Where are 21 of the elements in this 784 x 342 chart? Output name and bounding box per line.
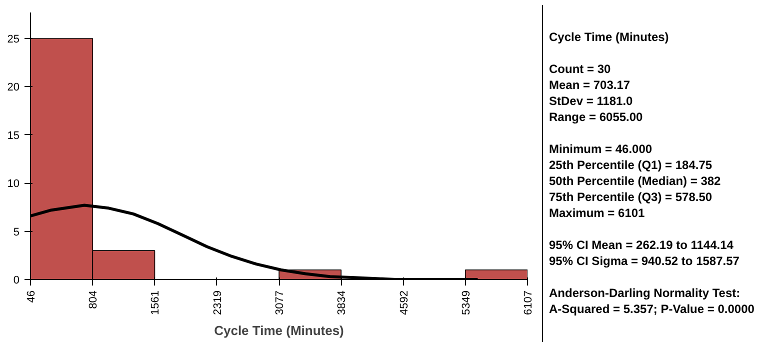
y-tick-label: 5 — [13, 226, 20, 238]
y-tick-label: 25 — [7, 34, 20, 46]
x-tick-label: 3834 — [336, 290, 348, 315]
x-tick-label: 1561 — [150, 290, 162, 315]
x-tick-label: 3077 — [274, 290, 286, 315]
text: 95% CI Mean = 262.19 to 1144.14 95% CI Sigma = 940.52 to 1587.57 — [549, 237, 740, 269]
x-tick-label: 4592 — [398, 290, 410, 315]
y-tick-label: 15 — [7, 130, 20, 142]
y-tick-label: 0 — [13, 274, 20, 286]
text: Minimum = 46.000 25th Percentile (Q1) = 184.75 50th Percentile (Median) = 382 75th Percentile (Q3) = 578.50 Maximum = 6101 — [549, 141, 722, 221]
y-tick-label: 20 — [7, 82, 20, 94]
text: Cycle Time (Minutes) — [549, 29, 670, 45]
x-tick-label: 46 — [26, 290, 38, 303]
text: Anderson-Darling Normality Test: A-Squared = 5.357; P-Value = 0.0000 — [549, 285, 754, 317]
x-tick-label: 804 — [88, 290, 100, 309]
x-axis-title: Cycle Time (Minutes) — [214, 322, 344, 338]
x-tick-label: 6107 — [522, 290, 534, 315]
text: Count = 30 Mean = 703.17 StDev = 1181.0 Range = 6055.00 — [549, 61, 644, 125]
x-tick-label: 5349 — [460, 290, 472, 315]
y-tick-label: 10 — [7, 178, 20, 190]
x-tick-label: 2319 — [212, 290, 224, 315]
